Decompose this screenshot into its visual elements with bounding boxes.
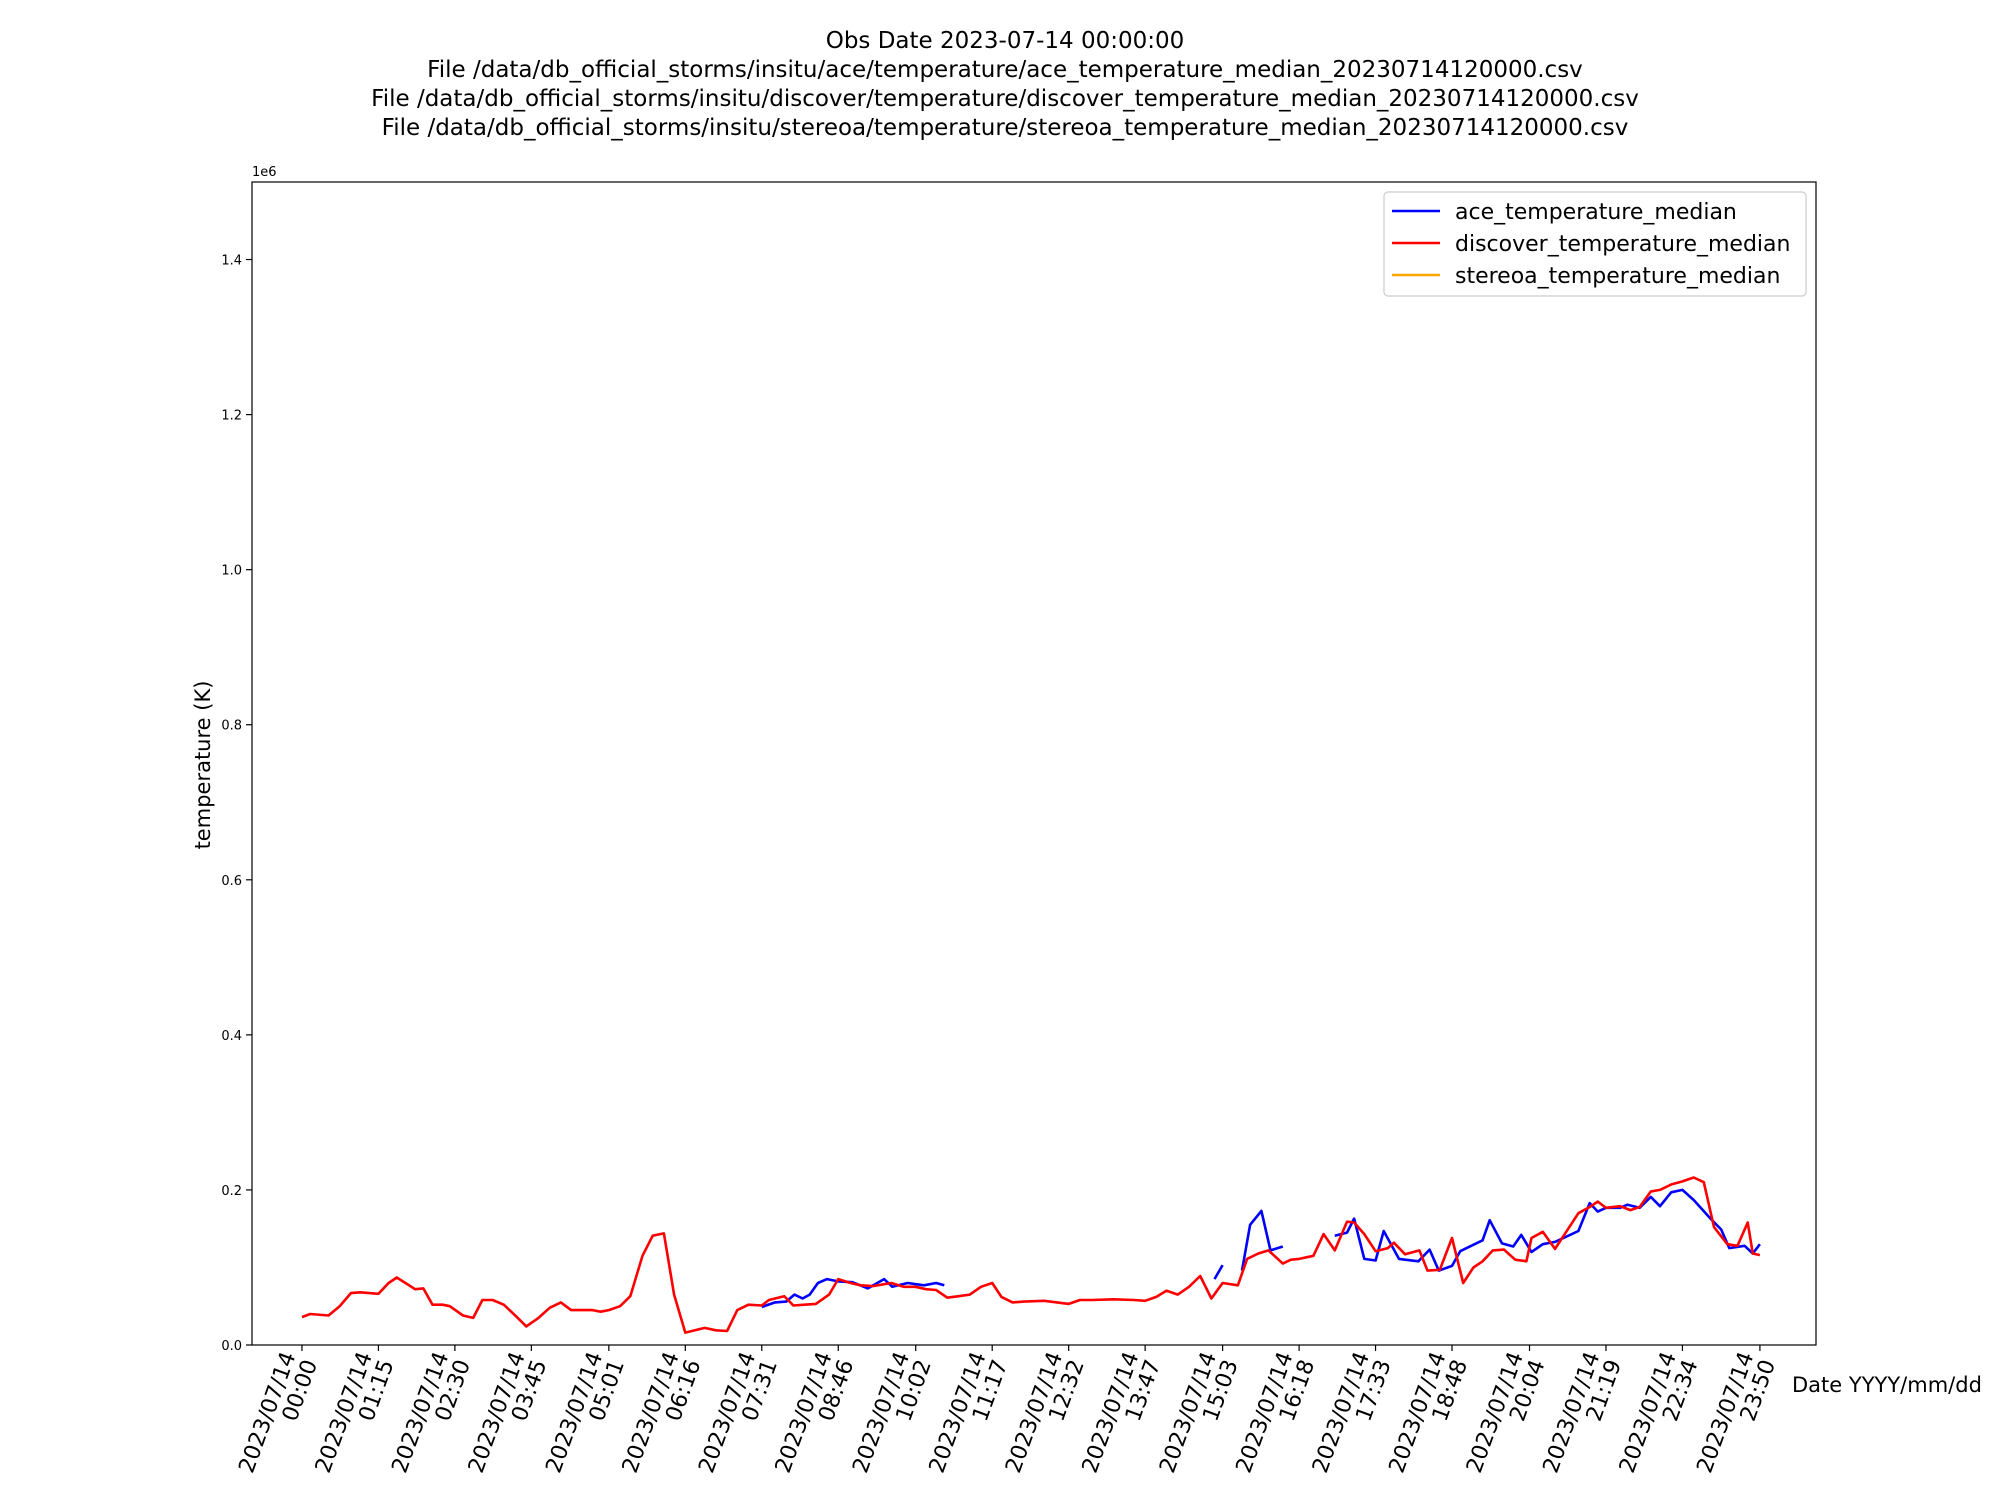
chart-title-line-3: File /data/db_official_storms/insitu/dis…	[371, 86, 1639, 112]
chart-title-line-1: Obs Date 2023-07-14 00:00:00	[826, 28, 1185, 54]
series-line	[301, 1176, 1761, 1334]
chart-title-line-4: File /data/db_official_storms/insitu/ste…	[382, 115, 1629, 141]
series-line	[1334, 1188, 1761, 1272]
plot-area-frame	[251, 181, 1817, 1346]
chart-title-line-2: File /data/db_official_storms/insitu/ace…	[427, 57, 1583, 83]
y-axis-label: temperature (K)	[191, 681, 215, 850]
legend-entry: stereoa_temperature_median	[1392, 264, 1780, 289]
y-tick-label: 0.6	[221, 874, 242, 889]
series-discover_temperature_median	[301, 1176, 1761, 1334]
x-tick-label: 2023/07/1412:32	[1001, 1349, 1089, 1477]
y-tick-label: 1.2	[221, 409, 242, 424]
plot-series	[301, 1176, 1761, 1334]
x-axis-label: Date YYYY/mm/dd	[1792, 1373, 1982, 1397]
y-offset-text: 1e6	[252, 165, 277, 180]
x-axis: 2023/07/1400:002023/07/1401:152023/07/14…	[235, 1345, 1781, 1477]
legend-label: ace_temperature_median	[1455, 200, 1737, 225]
series-line	[1240, 1209, 1284, 1271]
legend-entry: ace_temperature_median	[1392, 200, 1737, 225]
y-tick-label: 0.4	[221, 1029, 242, 1044]
y-axis: 0.0 0.2 0.4 0.6 0.8 1.0 1.2 1.4	[221, 254, 252, 1354]
chart-title: Obs Date 2023-07-14 00:00:00 File /data/…	[371, 28, 1639, 141]
y-tick-label: 1.0	[221, 564, 242, 579]
series-line	[1213, 1264, 1224, 1280]
legend-entry: discover_temperature_median	[1392, 232, 1790, 257]
legend-label: discover_temperature_median	[1455, 232, 1790, 257]
y-tick-label: 0.0	[221, 1339, 242, 1354]
y-tick-label: 0.2	[221, 1184, 242, 1199]
y-tick-label: 0.8	[221, 719, 242, 734]
y-tick-label: 1.4	[221, 254, 242, 269]
legend-label: stereoa_temperature_median	[1455, 264, 1780, 289]
legend: ace_temperature_median discover_temperatu…	[1383, 191, 1807, 297]
legend-box	[1383, 191, 1807, 297]
